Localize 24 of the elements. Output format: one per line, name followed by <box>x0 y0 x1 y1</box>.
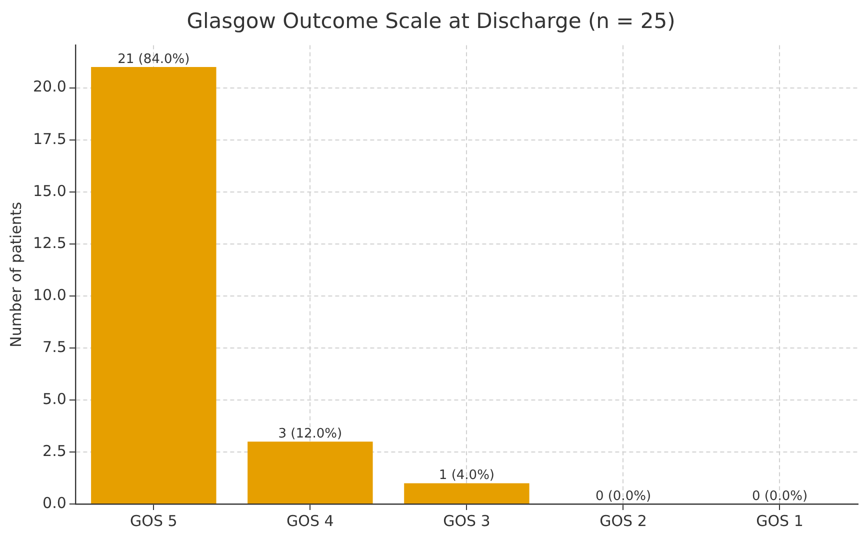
x-tick-label: GOS 2 <box>600 512 647 530</box>
y-tick-label: 0.0 <box>42 494 66 512</box>
bar <box>404 483 530 504</box>
data-label: 0 (0.0%) <box>595 488 652 504</box>
y-tick-label: 10.0 <box>32 286 66 304</box>
y-tick-label: 15.0 <box>32 182 66 200</box>
x-tick-label: GOS 1 <box>756 512 804 530</box>
data-label: 21 (84.0%) <box>118 52 190 67</box>
y-tick-label: 12.5 <box>32 234 66 252</box>
chart-title: Glasgow Outcome Scale at Discharge (n = 25) <box>186 9 676 34</box>
x-tick-label: GOS 5 <box>130 512 178 530</box>
y-tick-label: 5.0 <box>42 390 66 408</box>
y-tick-label: 20.0 <box>32 78 66 96</box>
data-label: 1 (4.0%) <box>438 468 494 484</box>
bar <box>248 442 373 504</box>
x-tick-label: GOS 3 <box>443 512 490 530</box>
data-label: 0 (0.0%) <box>752 488 808 504</box>
bar <box>91 67 216 504</box>
y-tick-label: 17.5 <box>32 130 66 148</box>
y-tick-label: 7.5 <box>42 338 66 356</box>
y-tick-label: 2.5 <box>42 442 66 460</box>
data-label: 3 (12.0%) <box>278 426 342 442</box>
y-axis-title: Number of patients <box>6 202 25 348</box>
x-tick-label: GOS 4 <box>286 512 334 530</box>
